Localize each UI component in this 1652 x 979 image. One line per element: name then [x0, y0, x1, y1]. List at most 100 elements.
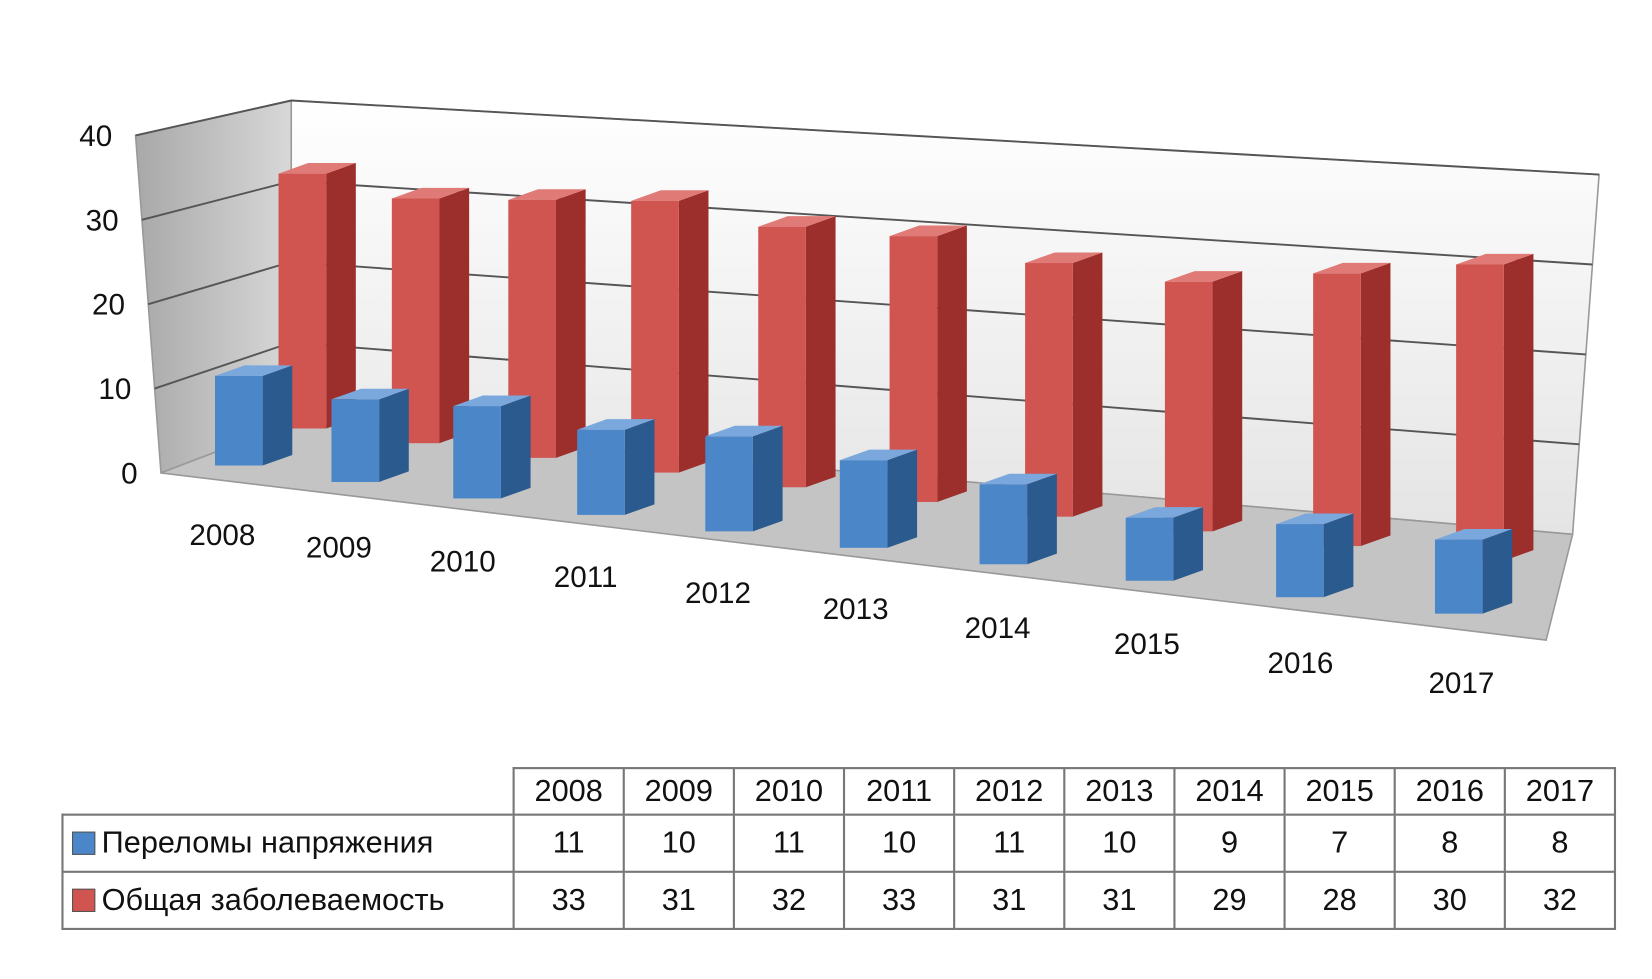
- bar-2016-total-side: [1360, 262, 1391, 547]
- bar-2008-total-top: [278, 163, 356, 174]
- bar-2009-total-side: [439, 187, 470, 444]
- bar-2010-total-side: [555, 189, 586, 458]
- bar-2014-total-top: [1025, 252, 1103, 264]
- x-tick-label: 2014: [965, 612, 1031, 645]
- bar-2014-fractures-top: [979, 473, 1057, 485]
- bar-2014-fractures-side: [1027, 473, 1057, 565]
- bar-2015-total: [1164, 281, 1213, 532]
- bar-2016-total: [1313, 273, 1361, 547]
- bar-2008-total-side: [326, 163, 356, 429]
- table-cell: 33: [842, 870, 956, 930]
- table-cell: 31: [622, 870, 735, 930]
- table-cell: 33: [512, 870, 625, 930]
- y-tick-label: 40: [79, 120, 112, 153]
- bar-2015-fractures-top: [1125, 507, 1204, 518]
- bar-2017-total: [1456, 264, 1504, 561]
- bar-2010-fractures-side: [500, 395, 531, 499]
- bar-2008-fractures-side: [262, 365, 293, 466]
- table-cell: 8: [1503, 813, 1617, 873]
- bar-2013-fractures-top: [839, 449, 918, 461]
- table-header-cell: 2009: [622, 767, 735, 816]
- x-tick-label: 2010: [430, 545, 496, 578]
- bar-2010-total-top: [508, 189, 586, 200]
- bar-2013-fractures-side: [887, 449, 918, 548]
- table-header-cell: 2015: [1283, 767, 1396, 816]
- bar-2011-total-side: [678, 190, 709, 473]
- x-tick-label: 2011: [554, 561, 618, 594]
- table-header-cell: 2017: [1503, 767, 1617, 816]
- bar-2017-total-side: [1503, 253, 1534, 561]
- table-cell: 32: [1503, 870, 1617, 930]
- bar-2012-fractures-top: [705, 425, 783, 437]
- table-cell: 30: [1393, 870, 1506, 930]
- table-header-cell: 2008: [512, 767, 625, 816]
- bar-2008-fractures: [214, 375, 263, 466]
- bar-2010-fractures: [453, 406, 501, 499]
- bar-2014-total-side: [1072, 252, 1103, 517]
- table-cell: 31: [953, 870, 1066, 930]
- bar-2012-total-side: [805, 216, 836, 488]
- legend-label: Переломы напряжения: [101, 825, 434, 860]
- bar-2013-fractures: [839, 460, 888, 548]
- table-cell: 11: [512, 813, 625, 873]
- bar-2013-total-top: [889, 225, 967, 237]
- table-header-cell: 2014: [1173, 767, 1286, 816]
- x-tick-label: 2017: [1428, 667, 1494, 700]
- bar-2017-total-top: [1456, 253, 1534, 265]
- bar-2008-fractures-top: [214, 365, 293, 376]
- table-cell: 29: [1173, 870, 1286, 930]
- bar-2017-fractures-side: [1482, 529, 1513, 614]
- table-cell: 32: [732, 870, 846, 930]
- x-tick-label: 2008: [189, 519, 255, 552]
- y-tick-label: 20: [92, 289, 125, 322]
- bar-2011-fractures: [577, 429, 625, 515]
- legend-swatch-red: [72, 888, 96, 912]
- table-header-cell: 2010: [732, 767, 846, 816]
- bar-2016-fractures-side: [1323, 513, 1354, 598]
- x-tick-label: 2016: [1267, 647, 1333, 680]
- table-cell: 31: [1063, 870, 1176, 930]
- table-cell: 11: [953, 813, 1066, 873]
- bar-2012-fractures-side: [752, 425, 783, 532]
- table-header-cell: 2012: [953, 767, 1066, 816]
- gridline: [135, 99, 1600, 176]
- bar-2012-total-top: [758, 216, 836, 227]
- table-header-cell: 2013: [1063, 767, 1176, 816]
- bar-2017-fractures: [1434, 539, 1483, 614]
- y-tick-label: 10: [98, 373, 131, 406]
- bar-2015-fractures: [1125, 517, 1174, 581]
- table-cell: 11: [732, 813, 846, 873]
- table-header-row: 2008 2009 2010 2011 2012 2013 2014 2015 2016 2017: [62, 767, 1617, 816]
- data-table: 2008 2009 2010 2011 2012 2013 2014 2015 2016 2017…: [61, 767, 1617, 930]
- bar-2015-total-side: [1212, 271, 1243, 532]
- x-tick-label: 2012: [685, 577, 751, 610]
- bar-2009-fractures-top: [331, 388, 409, 400]
- table-row: Общая заболеваемость 33 31 32 33 31 31 29 28 30 3…: [61, 870, 1617, 930]
- bar-2011-total-top: [631, 190, 709, 201]
- table-cell: 9: [1173, 813, 1286, 873]
- table-cell: 10: [842, 813, 956, 873]
- table-header-cell: 2011: [842, 767, 956, 816]
- bar-2011-fractures-side: [624, 419, 655, 515]
- y-tick-label: 30: [86, 204, 119, 237]
- 3d-bar-chart: 0 10 20 30 40 2008 2009 2010 2011 2012 2013 2014 201…: [79, 99, 1600, 700]
- bar-2015-total-top: [1164, 271, 1243, 282]
- bar-2009-total-top: [391, 187, 470, 199]
- bar-2012-fractures: [705, 436, 753, 532]
- table-cell: 10: [1063, 813, 1176, 873]
- table-cell: 28: [1283, 870, 1396, 930]
- x-tick-label: 2013: [823, 593, 889, 626]
- y-tick-label: 0: [121, 458, 137, 491]
- bar-2009-fractures: [331, 399, 380, 482]
- legend-swatch-blue: [72, 831, 96, 855]
- bar-2015-fractures-side: [1173, 507, 1204, 581]
- table-cell: 7: [1283, 813, 1396, 873]
- bar-2011-fractures-top: [577, 419, 655, 430]
- x-tick-label: 2009: [306, 532, 372, 565]
- bar-2016-fractures: [1276, 524, 1324, 598]
- table-header-cell: 2016: [1393, 767, 1506, 816]
- table-row: Переломы напряжения 11 10 11 10 11 10 9 7 8 8: [61, 813, 1617, 873]
- table-cell: 10: [622, 813, 735, 873]
- bar-2013-total-side: [937, 225, 967, 502]
